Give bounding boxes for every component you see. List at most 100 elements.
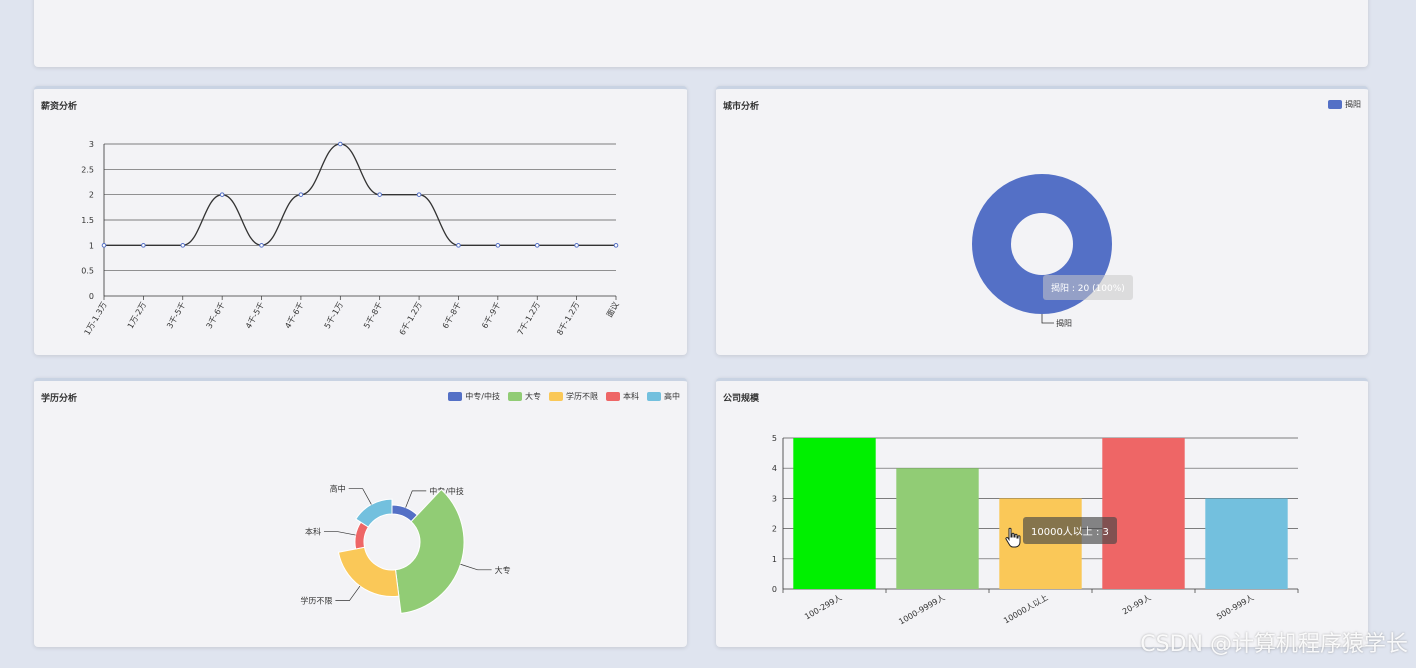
top-panel (34, 0, 1368, 67)
education-label-line (405, 490, 427, 508)
salary-x-tick: 3千-5千 (164, 300, 187, 330)
company-bar (1102, 438, 1185, 589)
education-legend: 中专/中技 大专 学历不限 本科 高中 (448, 391, 680, 402)
salary-point (534, 243, 540, 248)
salary-x-tick: 6千-1.2万 (397, 300, 424, 337)
education-panel: 学历分析 中专/中技 大专 学历不限 本科 高中 中专/中技 大专 学历不限 本科 高中 (34, 378, 687, 647)
education-slice-label: 中专/中技 (429, 486, 464, 496)
legend-swatch (549, 392, 563, 401)
education-slice-label: 高中 (330, 484, 346, 494)
legend-label: 本科 (623, 392, 639, 401)
legend-label: 学历不限 (566, 392, 598, 401)
salary-point (259, 243, 264, 248)
city-slice-label: 揭阳 (1056, 318, 1072, 328)
company-bar (1205, 498, 1288, 589)
salary-y-tick: 2 (89, 191, 94, 200)
legend-swatch (647, 392, 661, 401)
salary-x-tick: 1万-1.3万 (83, 301, 109, 337)
company-y-tick: 4 (772, 464, 777, 473)
salary-title: 薪资分析 (41, 102, 78, 112)
salary-y-tick: 1 (89, 241, 94, 250)
salary-x-tick: 6千-9千 (479, 300, 502, 330)
salary-y-tick: 2.5 (81, 165, 94, 174)
salary-y-tick: 0.5 (81, 267, 94, 276)
salary-x-tick: 3千-6千 (204, 300, 227, 330)
salary-line-chart[interactable]: 0 0.5 1 1.5 2 2.5 3 1万-1.3万 1万-2万 3千-5千 3千-6千 4千-5千… (34, 89, 687, 355)
legend-item[interactable]: 高中 (647, 391, 680, 402)
company-x-tick: 500-999人 (1215, 593, 1255, 622)
salary-point (298, 192, 304, 197)
company-title: 公司规模 (723, 394, 760, 404)
education-label-line (460, 563, 492, 571)
legend-item[interactable]: 学历不限 (549, 391, 598, 402)
education-title: 学历分析 (41, 394, 78, 404)
city-panel: 城市分析 揭阳 揭阳 揭阳 : 20 (100%) (716, 86, 1368, 355)
education-slice (394, 488, 465, 614)
education-slice-label: 大专 (495, 565, 511, 575)
salary-x-tick: 8千-1.2万 (554, 300, 581, 337)
salary-point (141, 243, 146, 248)
legend-label: 高中 (664, 392, 680, 401)
salary-point (338, 141, 343, 147)
legend-swatch (508, 392, 522, 401)
salary-x-tick: 5千-8千 (361, 300, 384, 330)
salary-y-tick: 0 (89, 292, 94, 301)
education-label-line (335, 585, 361, 602)
company-x-tick: 10000人以上 (1002, 593, 1049, 626)
company-y-tick: 0 (772, 585, 777, 594)
company-y-tick: 5 (772, 434, 777, 443)
legend-label: 揭阳 (1345, 100, 1361, 109)
legend-item[interactable]: 大专 (508, 391, 541, 402)
salary-panel: 薪资分析 0 0.5 1 1.5 2 2.5 3 1万-1.3万 1万-2万 3千-5千 3千-6千… (34, 86, 687, 355)
legend-swatch (1328, 100, 1342, 109)
legend-swatch (606, 392, 620, 401)
salary-x-tick: 4千-5千 (243, 300, 266, 330)
salary-point (180, 243, 186, 248)
company-y-tick: 3 (772, 494, 777, 503)
salary-point (101, 243, 107, 248)
company-y-tick: 1 (772, 555, 777, 564)
company-panel: 公司规模 0 1 2 3 4 5 100-299人 1000-9999人 10000人以上 20-… (716, 378, 1368, 647)
salary-point (613, 243, 619, 248)
city-tooltip: 揭阳 : 20 (100%) (1043, 275, 1133, 300)
salary-x-tick: 7千-1.2万 (515, 300, 542, 337)
salary-y-tick: 3 (89, 140, 94, 149)
education-slice (337, 546, 400, 597)
salary-point (574, 243, 579, 248)
salary-point (416, 192, 422, 197)
company-tooltip: 10000人以上 : 3 (1023, 517, 1117, 544)
salary-x-tick: 6千-8千 (440, 300, 463, 330)
company-bar (896, 468, 979, 589)
education-slice-label: 学历不限 (300, 596, 332, 606)
city-slice (972, 174, 1112, 314)
salary-x-tick: 面议 (605, 301, 621, 319)
salary-y-tick: 1.5 (81, 216, 94, 225)
salary-point (377, 192, 382, 197)
legend-item[interactable]: 中专/中技 (448, 391, 500, 402)
watermark: CSDN @计算机程序猿学长 (1140, 632, 1408, 657)
salary-x-tick: 1万-2万 (126, 301, 148, 331)
legend-swatch (448, 392, 463, 401)
company-y-tick: 2 (772, 525, 777, 534)
salary-x-tick: 4千-6千 (282, 300, 305, 330)
salary-x-tick: 5千-1万 (322, 300, 345, 330)
education-slice-label: 本科 (305, 527, 321, 537)
legend-label: 中专/中技 (465, 392, 500, 401)
company-x-tick: 1000-9999人 (897, 593, 946, 627)
education-label-line (348, 488, 372, 505)
legend-item[interactable]: 揭阳 (1328, 99, 1361, 110)
salary-line (104, 143, 616, 246)
company-bar (793, 438, 876, 589)
company-x-tick: 100-299人 (803, 593, 843, 622)
legend-item[interactable]: 本科 (606, 391, 639, 402)
city-donut-chart[interactable]: 揭阳 (716, 89, 1368, 355)
hand-cursor-icon (1005, 527, 1021, 548)
company-x-tick: 20-99人 (1121, 593, 1153, 616)
city-legend: 揭阳 (1328, 99, 1361, 110)
company-bar-chart[interactable]: 0 1 2 3 4 5 100-299人 1000-9999人 10000人以上 20-99人 50… (716, 381, 1368, 647)
education-label-line (323, 531, 356, 536)
education-slice (355, 498, 393, 528)
salary-point (456, 243, 461, 248)
salary-point (495, 243, 501, 248)
